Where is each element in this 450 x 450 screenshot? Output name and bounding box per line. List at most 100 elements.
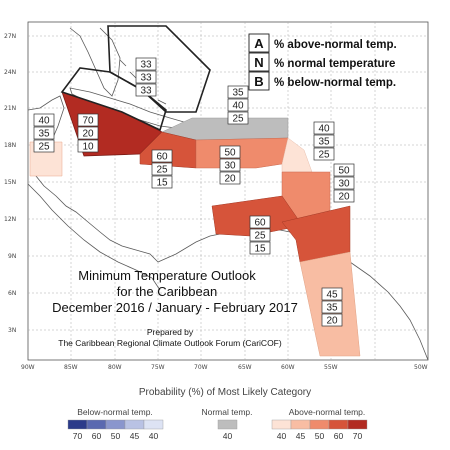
key-desc-above: % above-normal temp. xyxy=(274,39,397,51)
lon-label: 55W xyxy=(324,364,338,371)
lat-label: 6N xyxy=(8,290,16,297)
key-desc-below: % below-normal temp. xyxy=(274,77,396,89)
above-normal-value: 70 xyxy=(353,431,363,441)
category-key: A % above-normal temp. N % normal temper… xyxy=(248,33,397,91)
prob-above: 50 xyxy=(338,166,350,177)
above-normal-swatch xyxy=(271,419,292,430)
lon-label: 65W xyxy=(238,364,252,371)
prob-above: 45 xyxy=(326,290,338,301)
prob-below: 25 xyxy=(318,150,330,161)
prob-above: 60 xyxy=(156,152,168,163)
below-normal-value: 60 xyxy=(92,431,102,441)
table-windward-islands: 50 30 20 xyxy=(333,163,355,203)
table-bahamas: 33 33 33 xyxy=(135,57,157,97)
above-normal-value: 40 xyxy=(277,431,287,441)
table-guianas: 45 35 20 xyxy=(321,287,343,327)
below-normal-swatch xyxy=(86,419,107,430)
lon-label: 90W xyxy=(21,364,35,371)
lon-label: 85W xyxy=(64,364,78,371)
prob-above: 33 xyxy=(140,60,152,71)
prob-below: 15 xyxy=(156,178,168,189)
prob-above: 70 xyxy=(82,116,94,127)
prob-normal: 35 xyxy=(326,303,338,314)
probability-tables: 40 35 25 70 20 10 33 33 33 35 40 25 60 2… xyxy=(33,57,355,327)
above-normal-value: 60 xyxy=(334,431,344,441)
normal-label: Normal temp. xyxy=(201,407,252,417)
above-normal-value: 45 xyxy=(296,431,306,441)
prob-normal: 25 xyxy=(254,231,266,242)
table-central-america-west: 40 35 25 xyxy=(33,113,55,153)
prob-below: 20 xyxy=(224,174,236,185)
prepared-org: The Caribbean Regional Climate Outlook F… xyxy=(58,338,282,348)
prob-normal: 35 xyxy=(318,137,330,148)
prob-normal: 30 xyxy=(224,161,236,172)
map-frame xyxy=(27,21,429,361)
normal-swatches: 40 xyxy=(217,419,238,441)
lat-label: 9N xyxy=(8,253,16,260)
lon-label: 50W xyxy=(414,364,428,371)
below-normal-swatch xyxy=(124,419,145,430)
lon-label: 80W xyxy=(108,364,122,371)
prob-normal: 40 xyxy=(232,101,244,112)
above-normal-swatch xyxy=(309,419,330,430)
prob-below: 10 xyxy=(82,142,94,153)
table-hispaniola: 35 40 25 xyxy=(227,85,249,125)
lat-label: 24N xyxy=(4,69,16,76)
central-america-pacific-coast xyxy=(27,183,161,291)
lat-label: 27N xyxy=(4,33,16,40)
region-bahamas xyxy=(107,25,211,113)
prob-normal: 33 xyxy=(140,73,152,84)
lon-label: 60W xyxy=(281,364,295,371)
below-normal-swatch xyxy=(105,419,126,430)
colorbar: Probability (%) of Most Likely Category … xyxy=(67,387,368,441)
central-america-coast xyxy=(27,95,159,263)
below-normal-label: Below-normal temp. xyxy=(77,407,153,417)
table-cuba-west: 70 20 10 xyxy=(77,113,99,153)
above-normal-label: Above-normal temp. xyxy=(289,407,366,417)
lat-label: 21N xyxy=(4,105,16,112)
prob-above: 50 xyxy=(224,148,236,159)
prob-normal: 25 xyxy=(156,165,168,176)
graticule xyxy=(28,22,428,360)
prob-below: 15 xyxy=(254,244,266,255)
normal-value: 40 xyxy=(223,431,233,441)
region-puerto-rico xyxy=(195,137,289,169)
table-leeward-islands: 40 35 25 xyxy=(313,121,335,161)
below-normal-value: 45 xyxy=(130,431,140,441)
title-line-2: for the Caribbean xyxy=(117,284,217,299)
prob-normal: 20 xyxy=(82,129,94,140)
prob-below: 25 xyxy=(38,142,50,153)
table-puerto-rico: 50 30 20 xyxy=(219,145,241,185)
prob-normal: 35 xyxy=(38,129,50,140)
below-normal-value: 40 xyxy=(149,431,159,441)
lat-label: 18N xyxy=(4,142,16,149)
below-normal-swatch xyxy=(67,419,88,430)
prob-below: 25 xyxy=(232,114,244,125)
florida-coast xyxy=(69,27,121,97)
below-normal-value: 50 xyxy=(111,431,121,441)
longitude-labels: 90W 85W 80W 75W 70W 65W 60W 55W 50W xyxy=(21,364,428,371)
prepared-by: Prepared by xyxy=(147,327,194,337)
prob-above: 40 xyxy=(38,116,50,127)
key-letter-normal: N xyxy=(254,55,263,70)
prob-below: 20 xyxy=(326,316,338,327)
prob-above: 40 xyxy=(318,124,330,135)
latitude-labels: 27N 24N 21N 18N 15N 12N 9N 6N 3N xyxy=(4,33,16,334)
lon-label: 70W xyxy=(194,364,208,371)
key-letter-above: A xyxy=(254,36,264,51)
prob-normal: 30 xyxy=(338,179,350,190)
prob-above: 35 xyxy=(232,88,244,99)
map-title: Minimum Temperature Outlook for the Cari… xyxy=(52,268,298,348)
below-normal-swatch xyxy=(143,419,164,430)
table-south-america-north: 60 25 15 xyxy=(249,215,271,255)
key-letter-below: B xyxy=(254,74,263,89)
lat-label: 3N xyxy=(8,327,16,334)
prob-above: 60 xyxy=(254,218,266,229)
lat-label: 15N xyxy=(4,179,16,186)
table-jamaica: 60 25 15 xyxy=(151,149,173,189)
prob-below: 20 xyxy=(338,192,350,203)
below-normal-swatches: 70 60 50 45 40 xyxy=(67,419,164,441)
key-desc-normal: % normal temperature xyxy=(274,58,395,70)
title-line-3: December 2016 / January - February 2017 xyxy=(52,300,298,315)
